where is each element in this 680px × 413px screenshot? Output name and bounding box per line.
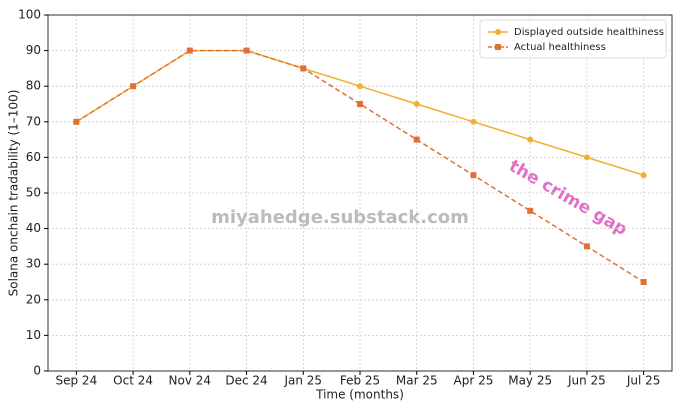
y-tick-label: 80 <box>26 79 41 93</box>
y-tick-label: 30 <box>26 257 41 271</box>
marker <box>640 172 647 179</box>
x-tick-label: Oct 24 <box>113 374 153 388</box>
x-tick-label: Apr 25 <box>454 374 494 388</box>
x-tick-label: Mar 25 <box>396 374 438 388</box>
marker <box>413 136 420 143</box>
marker <box>73 118 80 125</box>
marker <box>243 47 250 54</box>
annotation: the crime gap <box>505 156 630 240</box>
y-tick-label: 0 <box>33 364 41 378</box>
legend-label: Displayed outside healthiness <box>514 27 664 38</box>
watermark: miyahedge.substack.com <box>211 207 469 228</box>
marker <box>527 136 534 143</box>
plot-frame <box>47 14 673 372</box>
x-tick-label: Sep 24 <box>56 374 98 388</box>
marker <box>640 279 647 285</box>
x-tick-label: Jun 25 <box>567 374 606 388</box>
marker <box>495 29 501 35</box>
y-tick-label: 100 <box>18 8 41 22</box>
marker <box>300 65 307 72</box>
marker <box>583 243 590 250</box>
x-axis-label: Time (months) <box>315 388 404 402</box>
y-tick-label: 60 <box>26 150 41 164</box>
x-tick-label: Feb 25 <box>340 374 380 388</box>
marker <box>583 154 590 161</box>
marker <box>130 83 137 90</box>
marker <box>357 83 363 90</box>
y-tick-label: 50 <box>26 186 41 200</box>
marker <box>357 101 363 107</box>
y-axis-label: Solana onchain tradability (1–100) <box>7 90 21 297</box>
legend-label: Actual healthiness <box>514 42 606 53</box>
marker <box>186 47 193 54</box>
x-tick-label: May 25 <box>508 374 552 388</box>
line <box>75 49 645 283</box>
y-tick-label: 70 <box>26 114 41 128</box>
marker <box>527 207 534 214</box>
y-tick-label: 40 <box>26 221 41 235</box>
x-tick-label: Nov 24 <box>169 374 212 388</box>
marker <box>495 44 501 50</box>
y-tick-label: 90 <box>26 43 41 57</box>
y-tick-label: 10 <box>26 328 41 342</box>
marker <box>470 172 477 179</box>
x-tick-label: Jan 25 <box>283 374 322 388</box>
marker <box>413 101 420 107</box>
marker <box>470 118 477 125</box>
x-tick-label: Dec 24 <box>225 374 267 388</box>
legend: Displayed outside healthiness Actual heal… <box>479 19 667 59</box>
y-tick-label: 20 <box>26 292 41 306</box>
legend-box <box>479 19 667 59</box>
x-tick-label: Jul 25 <box>626 374 661 388</box>
